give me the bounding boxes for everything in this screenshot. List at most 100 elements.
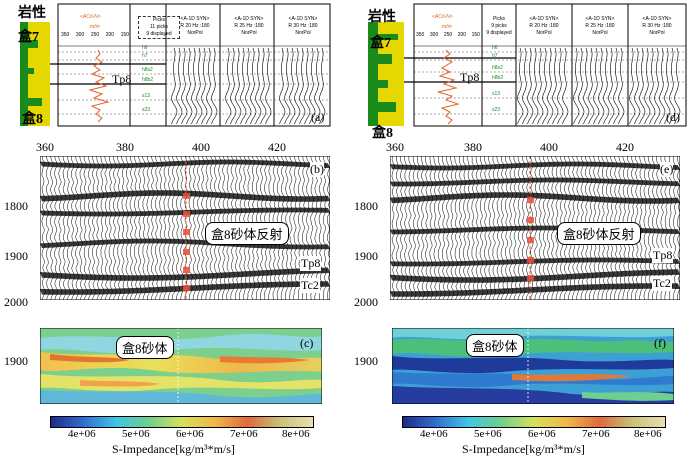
horizon-tp8: Tp8 [300, 256, 322, 271]
synthetic-trace [552, 47, 559, 125]
syn-track-header: <A-1D SYN> R 25 Hz :180 NorPol [574, 16, 626, 37]
seismic-trace [454, 156, 459, 300]
callout-sand: 盒8砂体 [466, 334, 524, 357]
strong-reflector [40, 238, 330, 250]
synthetic-trace [598, 47, 605, 125]
log-ticks: 350 300 250 200 150 [416, 32, 480, 38]
panel-e: 360 380 400 420 1800 1900 2000 盒8砂体反射 Tp… [350, 138, 691, 310]
syn-polarity: NorPol [241, 30, 257, 36]
log-tick: 150 [120, 32, 129, 38]
colorbar-tick: 7e+06 [582, 428, 610, 440]
horizon-tp8: Tp8 [112, 72, 132, 86]
x-tick: 360 [36, 140, 54, 154]
x-tick: 380 [116, 140, 134, 154]
seismic-trace [425, 156, 429, 300]
synthetic-trace [211, 47, 218, 125]
panel-f: 1900 盒8砂体 (f) 4e+06 5e+06 6e+06 7e+06 8e… [350, 322, 691, 460]
synthetic-trace [659, 47, 666, 125]
seismic-trace [408, 156, 413, 300]
horizon-tp8: Tp8 [652, 248, 674, 263]
syn-freq: R 30 Hz :180 [288, 23, 318, 29]
panel-label: (f) [654, 336, 666, 350]
log-ticks: 350 300 250 200 150 [61, 32, 129, 38]
acoustic-log-curve [437, 49, 460, 125]
synthetic-trace [639, 47, 646, 125]
synthetic-trace [201, 47, 208, 125]
strong-reflector [390, 257, 680, 267]
x-tick: 400 [192, 140, 210, 154]
log-unit: m/m [90, 24, 100, 30]
synthetic-trace [299, 47, 306, 125]
colorbar-tick: 6e+06 [176, 428, 204, 440]
syn-freq: R 20 Hz :180 [180, 23, 210, 29]
log-tick: 150 [471, 32, 480, 38]
colorbar-label: S-Impedance[kg/m³*m/s] [462, 442, 585, 456]
log-header: <ACrl-N> [432, 14, 453, 20]
lithology-label-bottom: 盒8 [22, 112, 43, 127]
log-tick: 200 [105, 32, 115, 38]
syn-polarity: NorPol [187, 30, 203, 36]
sand-markers [527, 197, 534, 281]
seismic-trace [441, 156, 446, 300]
x-tick: 420 [616, 140, 634, 154]
strong-reflector [390, 269, 680, 283]
x-axis-ticks: 360 380 400 420 [350, 138, 691, 154]
synthetic-trace [260, 47, 267, 125]
synthetic-trace [176, 47, 183, 125]
synthetic-trace [629, 47, 636, 125]
seismic-wiggles [40, 156, 330, 300]
seismic-trace [462, 156, 467, 300]
seismic-trace [437, 156, 442, 300]
x-tick: 400 [540, 140, 558, 154]
lithology-label-top: 盒7 [18, 30, 39, 45]
strong-reflector [40, 267, 330, 281]
panel-label: (b) [310, 162, 324, 177]
seismic-trace [302, 156, 306, 300]
synthetic-trace [206, 47, 213, 125]
panel-a: 岩性 盒7 盒8 <ACrl-N> m/m 350 300 250 200 15… [6, 2, 332, 130]
lithology-title: 岩性 [18, 6, 46, 21]
seismic-trace [412, 156, 417, 300]
syn-title: <A-1D SYN> [180, 16, 210, 22]
seismic-trace [327, 156, 330, 300]
picks-box: Picks 9 picks 9 displayed [482, 16, 516, 37]
synthetic-trace [562, 47, 569, 125]
syn-polarity: NorPol [649, 30, 665, 36]
seismic-trace [314, 156, 319, 300]
synthetic-trace [527, 47, 534, 125]
synthetic-trace [240, 47, 247, 125]
y-tick: 1900 [354, 354, 378, 368]
log-tick: 350 [61, 32, 70, 38]
synthetic-trace [304, 47, 311, 125]
synthetic-trace [588, 47, 595, 125]
synthetic-trace [578, 47, 585, 125]
syn-freq: R 25 Hz :180 [234, 23, 264, 29]
sand-marker [183, 193, 190, 199]
colorbar-tick: 8e+06 [634, 428, 662, 440]
callout-text: 盒8砂体反射 [563, 227, 635, 242]
syn-polarity: NorPol [295, 30, 311, 36]
colorbar-tick: 6e+06 [528, 428, 556, 440]
strong-reflector [390, 192, 680, 204]
sand-marker [527, 237, 534, 243]
synthetic-trace [250, 47, 257, 125]
log-header: <ACrl-N> [80, 14, 101, 20]
seismic-trace [467, 156, 471, 300]
synthetic-trace [314, 47, 321, 125]
synthetic-trace [181, 47, 188, 125]
seismic-trace [318, 156, 323, 300]
seismic-section [390, 156, 680, 300]
panel-d-graphic [368, 3, 687, 127]
sand-markers [183, 193, 190, 291]
synthetic-trace [319, 47, 326, 125]
log-tick: 250 [443, 32, 453, 38]
synthetic-trace [245, 47, 252, 125]
synthetic-trace [289, 47, 296, 125]
sand-marker [527, 217, 534, 223]
seismic-trace [471, 156, 476, 300]
colorbar-tick: 4e+06 [420, 428, 448, 440]
panel-c: 1900 盒8砂体 (c) 4e+06 5e+06 6e+06 7e+06 8e… [0, 322, 345, 460]
syn-freq: R 30 Hz :180 [642, 23, 672, 29]
synthetic-trace [674, 47, 681, 125]
strong-reflector [40, 159, 330, 169]
